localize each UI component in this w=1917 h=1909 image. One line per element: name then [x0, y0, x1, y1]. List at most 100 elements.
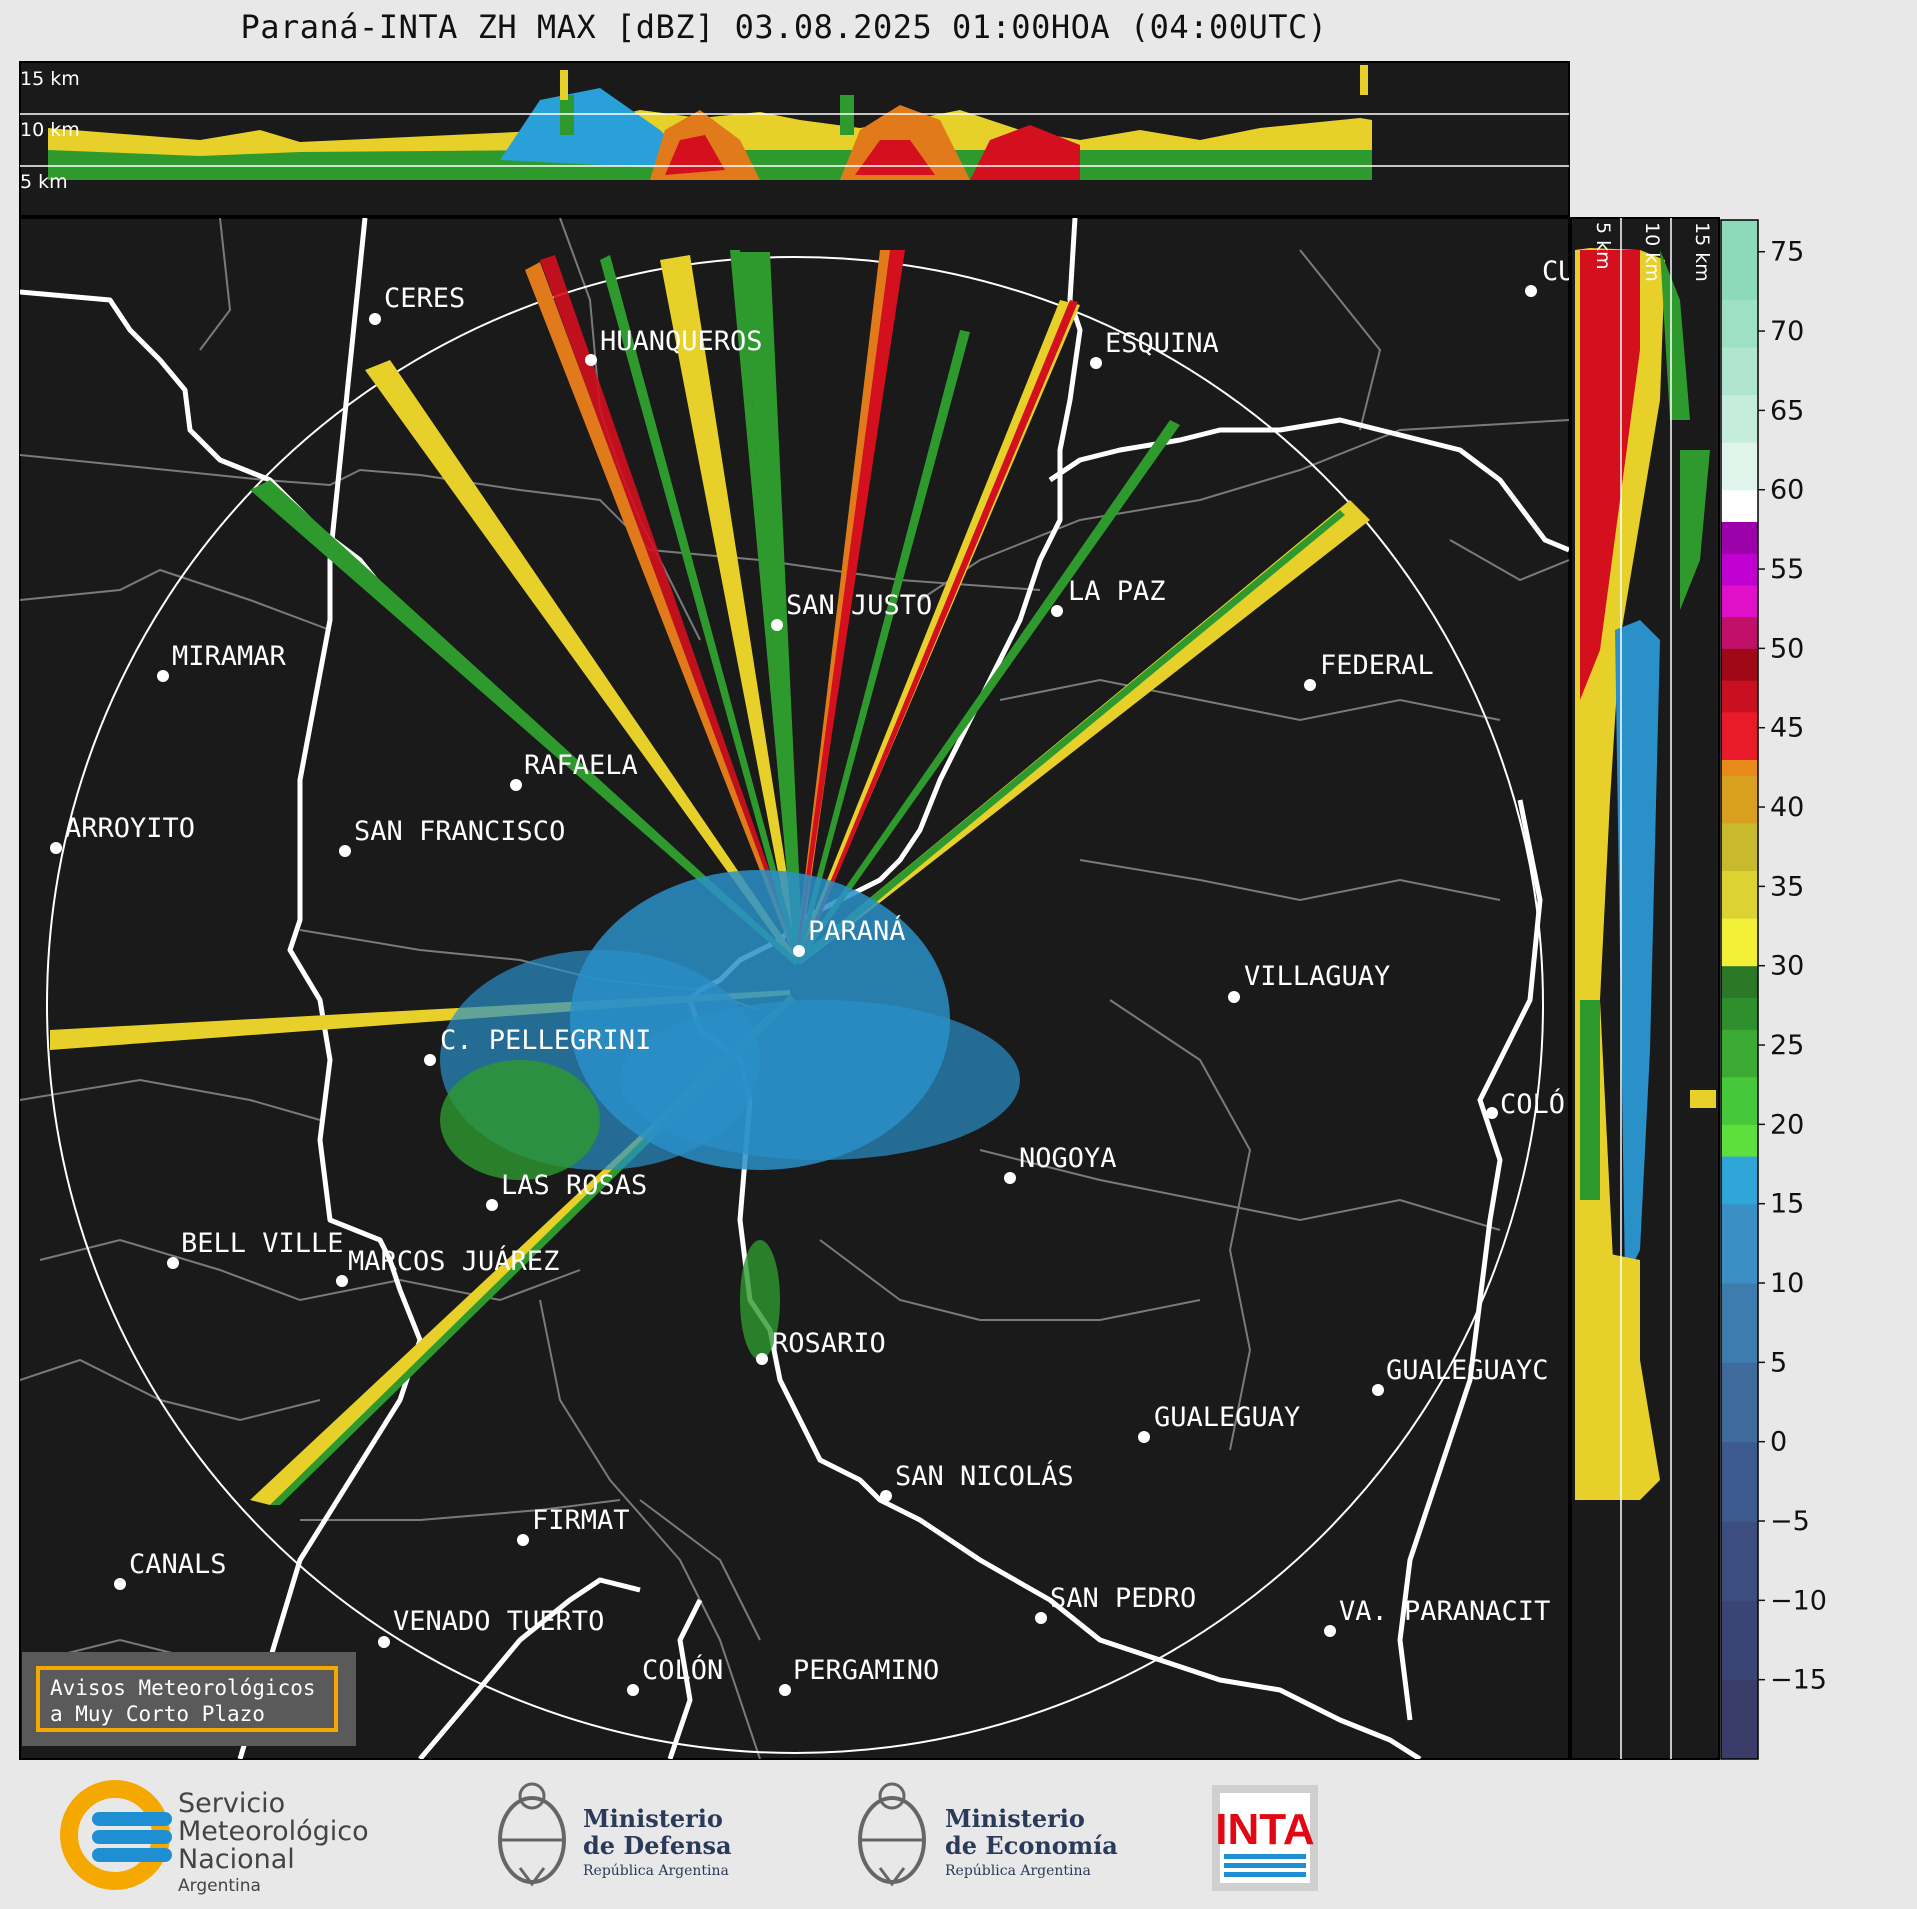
colorbar-tick-label: 25	[1770, 1030, 1804, 1061]
economia-line-3: República Argentina	[945, 1863, 1091, 1879]
colorbar-segment	[1721, 965, 1758, 998]
colorbar-tick-label: 70	[1770, 316, 1804, 347]
escudo-icon	[858, 1782, 926, 1887]
smn-line-3: Nacional	[178, 1844, 295, 1875]
city-label: VENADO TUERTO	[393, 1606, 604, 1637]
colorbar-segment	[1721, 680, 1758, 713]
smn-line-2: Meteorológico	[178, 1816, 369, 1847]
colorbar-segment	[1721, 1156, 1758, 1205]
colorbar-segment	[1721, 299, 1758, 348]
city-label: MIRAMAR	[172, 641, 287, 672]
side-echo-profile	[1575, 248, 1716, 1500]
side-height-label-10: 10 km	[1641, 222, 1663, 282]
smn-logo: Servicio Meteorológico Nacional Argentin…	[60, 1780, 369, 1896]
city-label: COLÓ	[1500, 1088, 1565, 1120]
page-title: Paraná-INTA ZH MAX [dBZ] 03.08.2025 01:0…	[240, 8, 1328, 46]
inta-text: INTA	[1215, 1805, 1314, 1854]
colorbar-segment	[1721, 997, 1758, 1030]
colorbar-segment	[1721, 711, 1758, 760]
city-label: LA PAZ	[1068, 576, 1166, 607]
colorbar-segment	[1721, 1283, 1758, 1363]
colorbar-tick-label: 75	[1770, 237, 1804, 268]
inta-logo: INTA	[1212, 1785, 1318, 1891]
side-height-label-5: 5 km	[1592, 222, 1614, 270]
colorbar-segment	[1721, 521, 1758, 554]
colorbar-segment	[1721, 775, 1758, 824]
colorbar-segment	[1721, 616, 1758, 649]
colorbar-segment	[1721, 1362, 1758, 1443]
colorbar-tick-label: 10	[1770, 1268, 1804, 1299]
colorbar-tick-label: −5	[1770, 1506, 1810, 1537]
city-label: SAN FRANCISCO	[354, 816, 565, 847]
city-label: SAN JUSTO	[786, 590, 932, 621]
colorbar-segment	[1721, 648, 1758, 681]
city-markers: CERES HUANQUEROS ESQUINA CU SAN JUSTO LA…	[50, 256, 1569, 1696]
colorbar-segment	[1721, 1029, 1758, 1078]
defensa-line-3: República Argentina	[583, 1863, 729, 1879]
city-label: SAN PEDRO	[1050, 1583, 1196, 1614]
city-label: PARANÁ	[808, 915, 906, 947]
colorbar-tick-label: 45	[1770, 713, 1804, 744]
colorbar-segment	[1721, 220, 1758, 300]
city-label: VA. PARANACIT	[1339, 1596, 1550, 1627]
city-label: ARROYITO	[65, 813, 195, 844]
colorbar-segment	[1721, 1679, 1758, 1760]
colorbar-segment	[1721, 918, 1758, 967]
city-label: NOGOYA	[1019, 1143, 1117, 1174]
city-label: GUALEGUAY	[1154, 1402, 1300, 1433]
smn-line-4: Argentina	[178, 1876, 261, 1896]
city-label: COLÓN	[642, 1654, 723, 1686]
city-label: MARCOS JUÁREZ	[348, 1245, 559, 1277]
colorbar-segment	[1721, 1076, 1758, 1125]
colorbar-segment	[1721, 346, 1758, 396]
city-label: CERES	[384, 283, 465, 314]
colorbar-tick-label: 50	[1770, 633, 1804, 664]
city-label: FEDERAL	[1320, 650, 1434, 681]
colorbar-tick-label: 15	[1770, 1189, 1804, 1220]
side-height-label-15: 15 km	[1691, 222, 1713, 282]
colorbar-tick-label: 55	[1770, 554, 1804, 585]
warning-legend: Avisos Meteorológicos a Muy Corto Plazo	[22, 1652, 356, 1746]
city-label: CANALS	[129, 1549, 227, 1580]
radar-figure: 15 km 10 km 5 km	[19, 61, 1827, 1760]
economia-line-1: Ministerio	[945, 1804, 1085, 1833]
colorbar-tick-label: 20	[1770, 1109, 1804, 1140]
city-label: PERGAMINO	[793, 1655, 939, 1686]
colorbar-segment	[1721, 442, 1758, 491]
dbz-colorbar	[1721, 220, 1758, 1760]
top-height-label-5: 5 km	[20, 171, 68, 193]
colorbar-tick-label: 30	[1770, 951, 1804, 982]
colorbar-segment	[1721, 1124, 1758, 1157]
colorbar-frame	[1720, 219, 1759, 1760]
colorbar-segment	[1721, 553, 1758, 586]
colorbar-segment	[1721, 394, 1758, 443]
city-label: VILLAGUAY	[1244, 961, 1390, 992]
city-label: ROSARIO	[772, 1328, 886, 1359]
colorbar-segment	[1721, 584, 1758, 618]
city-label: ESQUINA	[1105, 328, 1219, 359]
colorbar-segment	[1721, 822, 1758, 872]
legend-line-1: Avisos Meteorológicos	[50, 1676, 316, 1700]
city-label: RAFAELA	[524, 750, 638, 781]
economia-line-2: de Economía	[945, 1831, 1118, 1860]
top-height-label-15: 15 km	[20, 68, 80, 90]
legend-line-2: a Muy Corto Plazo	[50, 1702, 265, 1726]
city-label: C. PELLEGRINI	[440, 1025, 651, 1056]
warning-legend-box: Avisos Meteorológicos a Muy Corto Plazo	[36, 1666, 338, 1732]
colorbar-tick-label: 0	[1770, 1427, 1787, 1458]
colorbar-segment	[1721, 759, 1758, 776]
colorbar-tick-label: 5	[1770, 1347, 1787, 1378]
ministerio-economia-logo: Ministerio de Economía República Argenti…	[858, 1782, 1118, 1887]
colorbar-tick-label: 60	[1770, 475, 1804, 506]
colorbar-tick-label: 65	[1770, 395, 1804, 426]
city-label: SAN NICOLÁS	[895, 1460, 1074, 1492]
city-label: LAS ROSAS	[501, 1170, 647, 1201]
colorbar-segment	[1721, 489, 1758, 522]
colorbar-tick-label: 40	[1770, 792, 1804, 823]
colorbar-segment	[1721, 870, 1758, 919]
top-echo-profile	[48, 65, 1372, 180]
colorbar-tick-label: 35	[1770, 871, 1804, 902]
top-height-label-10: 10 km	[20, 119, 80, 141]
city-label: BELL VILLE	[181, 1228, 344, 1259]
